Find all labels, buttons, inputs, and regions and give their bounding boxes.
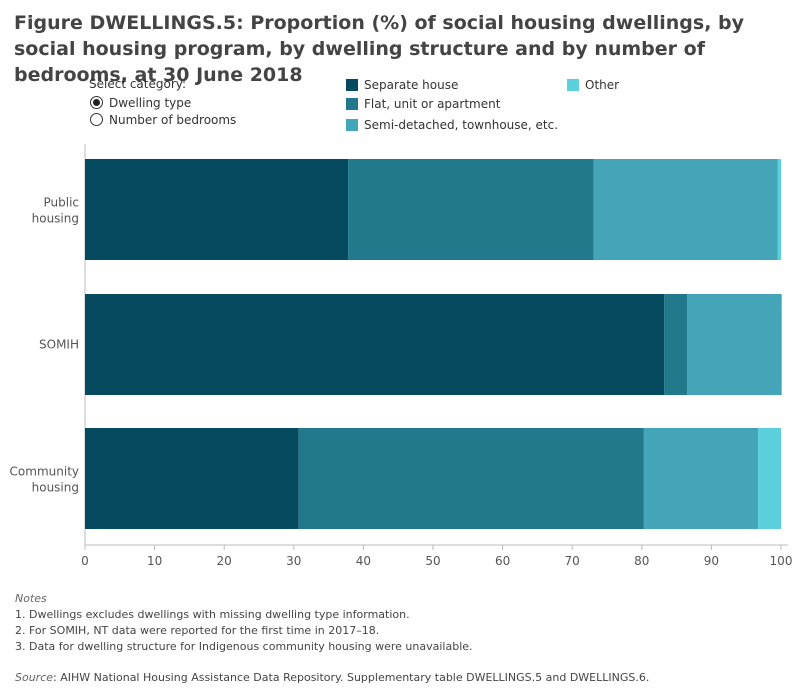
category-label: housing [32,212,79,226]
source-line: Source: AIHW National Housing Assistance… [15,671,649,684]
bar-segment [758,428,781,529]
bar-segment [85,294,665,395]
legend-swatch [346,98,358,110]
x-tick-label: 90 [704,554,719,568]
legend-swatch [346,79,358,91]
legend-swatch [346,119,358,131]
note-1: 1. Dwellings excludes dwellings with mis… [15,608,410,621]
radio-button-icon[interactable] [90,96,103,109]
radio-dwelling-type[interactable]: Dwelling type [89,94,236,111]
source-text: : AIHW National Housing Assistance Data … [53,671,650,684]
bar-segment [777,159,781,260]
radio-dwelling-type-label: Dwelling type [109,95,192,110]
x-tick-label: 30 [286,554,301,568]
legend-item-flat-unit-apartment[interactable]: Flat, unit or apartment [346,97,500,111]
x-tick-label: 0 [81,554,89,568]
notes: Notes 1. Dwellings excludes dwellings wi… [15,591,473,655]
bar-segment [85,428,299,529]
note-2: 2. For SOMIH, NT data were reported for … [15,624,380,637]
legend-label: Separate house [364,78,459,92]
radio-number-of-bedrooms-label: Number of bedrooms [109,112,237,127]
x-tick-label: 10 [147,554,162,568]
category-selector-label: Select category: [89,77,187,91]
category-label: housing [32,481,79,495]
bar-segment [348,159,594,260]
x-tick-label: 70 [565,554,580,568]
category-label: SOMIH [39,338,79,352]
stacked-bar-chart: 0 10 20 30 40 50 60 70 80 90 100 Public housing SOMIH… [10,144,793,568]
x-tick-label: 40 [356,554,371,568]
bar-segment [643,428,759,529]
bar-segment [85,159,349,260]
notes-heading: Notes [15,592,47,605]
legend-label: Semi-detached, townhouse, etc. [364,118,559,132]
bar-segment [298,428,644,529]
x-tick-label: 60 [495,554,510,568]
legend-item-other[interactable]: Other [567,78,619,92]
radio-button-icon[interactable] [90,113,103,126]
x-tick-label: 100 [770,554,793,568]
radio-number-of-bedrooms[interactable]: Number of bedrooms [89,111,236,128]
bar-segment [593,159,778,260]
legend-item-separate-house[interactable]: Separate house [346,78,458,92]
legend-label: Flat, unit or apartment [364,97,501,111]
note-3: 3. Data for dwelling structure for Indig… [15,640,473,653]
x-tick-label: 50 [425,554,440,568]
legend-label: Other [585,78,620,92]
category-label: Community [10,465,79,479]
x-tick-label: 80 [634,554,649,568]
bar-segment [664,294,688,395]
source-label: Source [15,671,54,684]
x-tick-label: 20 [217,554,232,568]
chart-title: Figure DWELLINGS.5: Proportion (%) of so… [14,12,745,86]
category-label: Public [43,196,79,210]
category-selector: Select category: Dwelling type Number of… [89,77,236,128]
legend-item-semi-detached[interactable]: Semi-detached, townhouse, etc. [346,118,558,132]
bar-segment [687,294,782,395]
legend-swatch [567,79,579,91]
